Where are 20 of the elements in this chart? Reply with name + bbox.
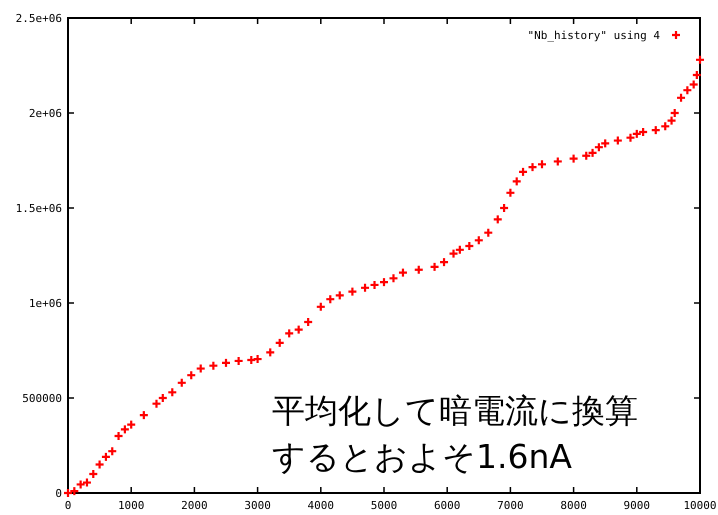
x-tick-label: 0 bbox=[64, 499, 72, 512]
x-tick-label: 2000 bbox=[181, 499, 208, 512]
x-tick-label: 1000 bbox=[118, 499, 144, 512]
x-tick-label: 10000 bbox=[683, 499, 717, 512]
x-tick-label: 8000 bbox=[560, 499, 587, 512]
legend-label: "Nb_history" using 4 bbox=[528, 29, 660, 42]
x-tick-label: 5000 bbox=[370, 499, 398, 512]
y-tick-label: 1e+06 bbox=[28, 297, 62, 310]
annotation: するとおよそ1.6nA bbox=[272, 437, 572, 476]
y-tick-label: 0 bbox=[55, 487, 62, 500]
x-tick-label: 4000 bbox=[308, 499, 334, 512]
x-tick-label: 7000 bbox=[497, 499, 524, 512]
x-tick-label: 9000 bbox=[624, 499, 650, 512]
y-tick-label: 500000 bbox=[22, 392, 62, 405]
y-tick-label: 2.5e+06 bbox=[16, 12, 62, 25]
x-tick-label: 6000 bbox=[434, 499, 460, 512]
annotation: 平均化して暗電流に換算 bbox=[272, 391, 638, 430]
x-tick-label: 3000 bbox=[244, 499, 271, 512]
y-tick-label: 2e+06 bbox=[28, 107, 62, 120]
y-tick-label: 1.5e+06 bbox=[16, 202, 62, 215]
